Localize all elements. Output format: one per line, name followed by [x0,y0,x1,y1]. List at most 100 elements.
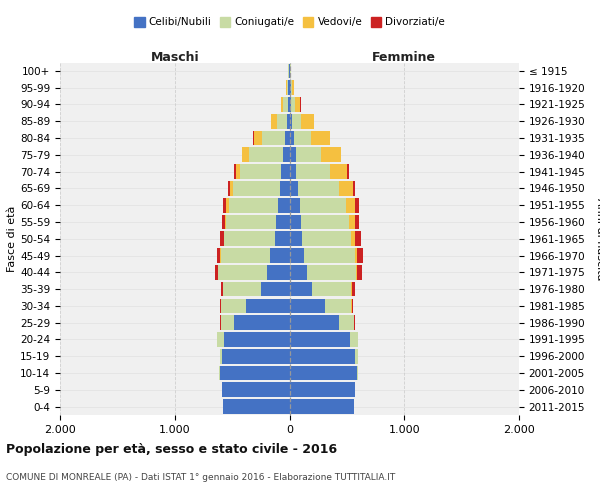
Bar [290,64,291,78]
Bar [289,64,290,78]
Bar [233,181,290,196]
Bar [290,130,329,146]
Bar [290,181,339,196]
Bar [290,232,361,246]
Bar [290,232,302,246]
Bar [281,97,290,112]
Bar [225,214,290,230]
Bar [290,148,321,162]
Bar [234,164,290,179]
Bar [221,382,290,397]
Legend: Celibi/Nubili, Coniugati/e, Vedovi/e, Divorziati/e: Celibi/Nubili, Coniugati/e, Vedovi/e, Di… [130,13,449,32]
Bar [290,181,298,196]
Bar [280,181,290,196]
Bar [290,114,314,128]
Bar [290,214,355,230]
Bar [290,366,358,380]
Bar [261,282,290,296]
Bar [275,232,290,246]
Bar [283,97,290,112]
Text: COMUNE DI MONREALE (PA) - Dati ISTAT 1° gennaio 2016 - Elaborazione TUTTITALIA.I: COMUNE DI MONREALE (PA) - Dati ISTAT 1° … [6,472,395,482]
Bar [290,130,330,146]
Bar [290,332,358,347]
Bar [290,349,358,364]
Bar [290,198,346,212]
Bar [290,298,353,314]
Bar [220,248,290,263]
Bar [290,349,358,364]
Bar [266,265,290,280]
Bar [286,80,290,95]
Bar [224,232,290,246]
Bar [218,265,290,280]
Bar [278,198,290,212]
Bar [290,181,353,196]
Bar [253,130,290,146]
Bar [223,399,290,414]
Bar [226,214,290,230]
Bar [290,80,293,95]
Bar [220,366,290,380]
Bar [290,265,362,280]
Bar [217,332,290,347]
Bar [221,316,290,330]
Bar [217,248,290,263]
Bar [221,316,290,330]
Bar [223,399,290,414]
Bar [223,282,290,296]
Bar [290,148,341,162]
Text: Popolazione per età, sesso e stato civile - 2016: Popolazione per età, sesso e stato civil… [6,442,337,456]
Bar [221,298,290,314]
Bar [290,382,355,397]
Bar [290,382,355,397]
Bar [219,366,290,380]
Bar [290,282,352,296]
Bar [290,366,357,380]
Bar [290,214,359,230]
Bar [221,282,290,296]
Bar [254,130,290,146]
Bar [218,265,290,280]
Y-axis label: Anni di nascita: Anni di nascita [595,198,600,280]
Bar [227,181,290,196]
Bar [242,148,290,162]
Bar [271,114,290,128]
Bar [290,181,355,196]
Bar [217,332,290,347]
Bar [220,316,290,330]
Bar [290,366,358,380]
Bar [219,366,290,380]
Bar [223,399,290,414]
Bar [222,349,290,364]
Bar [290,399,354,414]
Bar [290,248,355,263]
Bar [290,248,363,263]
Bar [290,64,291,78]
Bar [290,198,300,212]
Bar [290,399,354,414]
Bar [290,97,295,112]
Bar [290,298,352,314]
Bar [287,80,290,95]
Bar [290,282,352,296]
Bar [221,382,290,397]
Bar [270,248,290,263]
Bar [290,316,355,330]
Bar [219,366,290,380]
Bar [285,130,290,146]
Bar [226,198,290,212]
Bar [290,114,292,128]
Bar [220,232,290,246]
Bar [217,332,290,347]
Bar [281,97,290,112]
Bar [224,332,290,347]
Bar [236,164,290,179]
Bar [224,232,290,246]
Bar [235,316,290,330]
Text: Maschi: Maschi [151,51,199,64]
Bar [290,114,301,128]
Bar [220,349,290,364]
Bar [290,232,355,246]
Bar [290,214,301,230]
Bar [246,298,290,314]
